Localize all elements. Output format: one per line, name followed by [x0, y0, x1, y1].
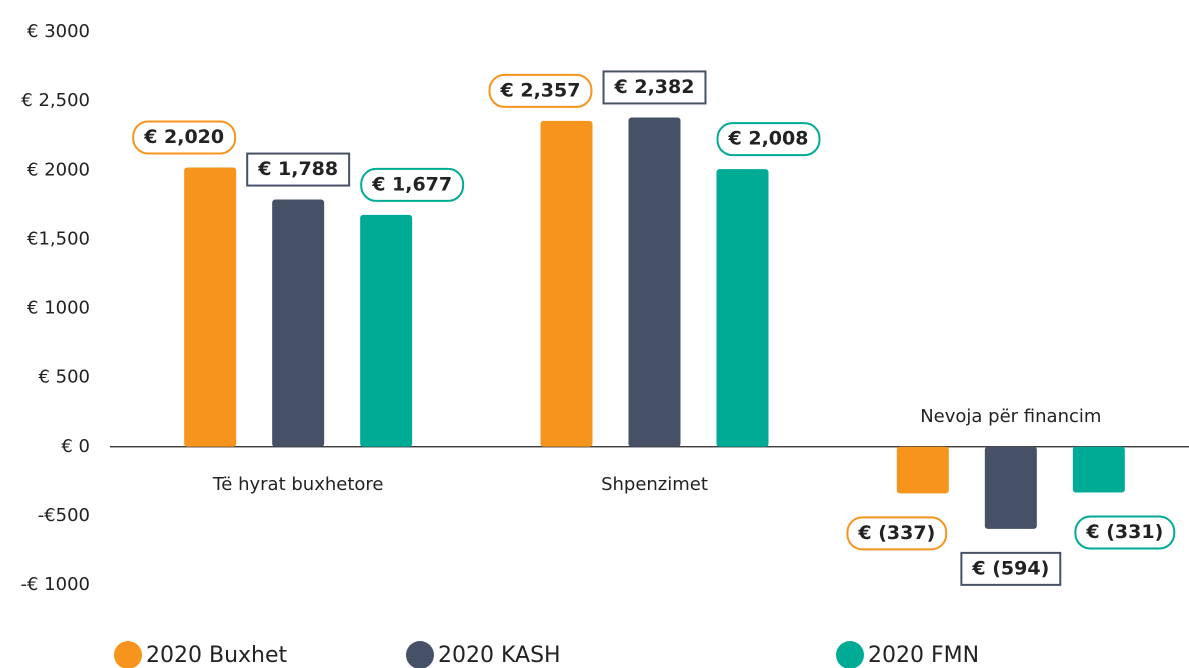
value-label-box: [602, 70, 707, 105]
y-tick-label: € 0: [61, 436, 90, 457]
value-label-box: [1074, 515, 1176, 550]
value-label-box: [960, 551, 1062, 586]
y-tick-label: € 3000: [27, 21, 90, 42]
bar: [628, 117, 681, 447]
value-label: € 2,357: [500, 79, 581, 101]
value-label-box: [716, 122, 821, 157]
bar: [360, 214, 413, 447]
bar: [272, 199, 325, 447]
value-label: € (337): [857, 522, 935, 544]
legend-label: 2020 KASH: [438, 643, 561, 668]
y-tick-label: € 2000: [27, 159, 90, 180]
x-tick-label: Shpenzimet: [601, 474, 708, 495]
bar: [896, 446, 949, 494]
bar: [540, 120, 593, 447]
y-tick-label: -€ 1000: [21, 574, 90, 595]
value-label: € 2,008: [728, 128, 809, 150]
value-label: € 2,020: [143, 126, 224, 148]
legend-swatch: [406, 641, 434, 668]
value-label: € 1,677: [371, 173, 452, 195]
bar: [1072, 446, 1125, 493]
x-tick-label: Të hyrat buxhetore: [212, 474, 384, 495]
y-tick-label: € 1000: [27, 298, 90, 319]
value-label-box: [846, 516, 948, 551]
value-label-box: [360, 167, 465, 202]
legend-swatch: [114, 641, 142, 668]
y-tick-label: € 2,500: [21, 90, 90, 111]
value-label: € 1,788: [257, 158, 338, 180]
legend-swatch: [836, 641, 864, 668]
value-label: € (594): [971, 557, 1049, 579]
bar: [716, 169, 769, 447]
y-tick-label: € 500: [38, 367, 90, 388]
bar: [184, 167, 237, 447]
x-tick-label: Nevoja për financim: [920, 406, 1101, 427]
legend-label: 2020 Buxhet: [146, 643, 288, 668]
legend-label: 2020 FMN: [868, 643, 979, 668]
y-tick-label: €1,500: [27, 228, 90, 249]
bar: [984, 446, 1037, 529]
value-label-box: [246, 152, 351, 187]
value-label: € 2,382: [614, 76, 695, 98]
y-tick-label: -€500: [38, 505, 90, 526]
value-label-box: [488, 73, 593, 108]
value-label-box: [132, 120, 237, 155]
value-label: € (331): [1085, 521, 1163, 543]
